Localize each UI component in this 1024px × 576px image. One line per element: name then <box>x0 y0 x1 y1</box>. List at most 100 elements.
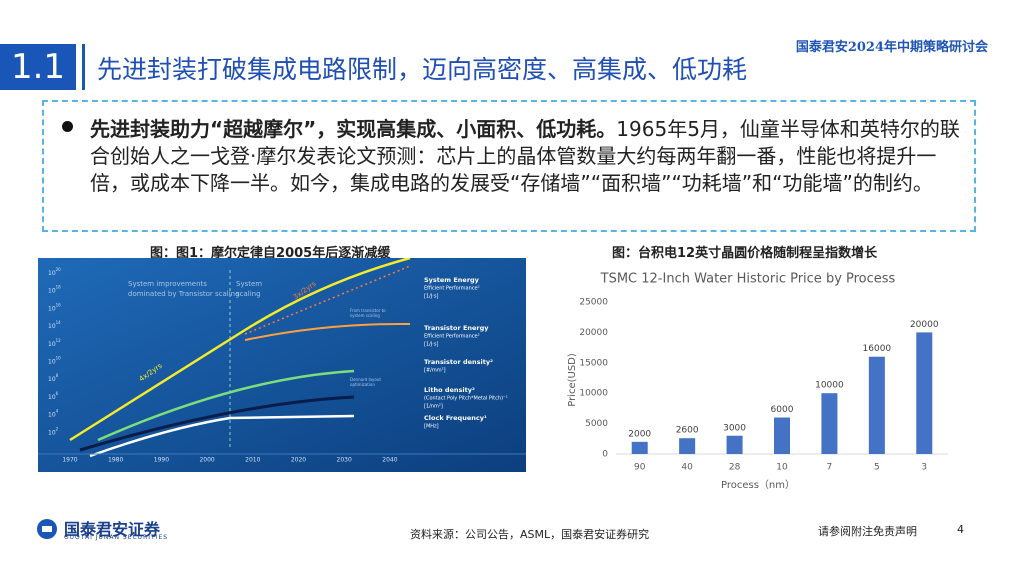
y-tick-label: 20000 <box>579 328 608 338</box>
y-tick-label: 102 <box>48 426 59 436</box>
tick-base: 10 <box>48 411 56 418</box>
annotation: dominated by Transistor scaling <box>128 290 240 298</box>
y-tick-label: 108 <box>48 373 59 383</box>
annotation: System improvements <box>128 280 207 288</box>
x-tick-label: 2040 <box>382 457 397 464</box>
tick-base: 10 <box>48 323 56 330</box>
x-tick-label: 2000 <box>199 457 214 464</box>
legend-text: [1/J·s] <box>424 294 438 300</box>
legend-text: Transistor Energy <box>424 324 489 332</box>
tick-base: 10 <box>48 270 56 277</box>
data-label: 2000 <box>628 429 651 439</box>
annotation: From transistor to <box>350 308 386 313</box>
data-label: 3000 <box>723 423 746 433</box>
tick-base: 10 <box>48 287 56 294</box>
y-tick-label: 25000 <box>579 298 608 308</box>
tick-base: 10 <box>48 358 56 365</box>
page-number: 4 <box>957 523 964 536</box>
legend-text: Efficient Performance² <box>424 286 480 292</box>
y-tick-label: 0 <box>602 450 608 460</box>
x-tick-label: 5 <box>874 463 880 473</box>
bar <box>821 393 838 454</box>
legend-text: [#/mm²] <box>424 368 446 374</box>
legend-text: Transistor density² <box>424 358 493 366</box>
x-tick-label: 2030 <box>337 457 352 464</box>
text-box <box>42 100 976 232</box>
x-tick-label: 3 <box>921 463 927 473</box>
x-tick-label: 1980 <box>108 457 123 464</box>
annotation: optimization <box>350 382 375 387</box>
legend-text: [1/nm²] <box>424 404 443 410</box>
legend-text: [MHz] <box>424 424 439 430</box>
legend-text: Litho density² <box>424 386 475 394</box>
tick-exp: 10 <box>56 356 62 361</box>
annotation: system scaling <box>350 313 380 318</box>
section-number: 1.1 <box>0 44 76 90</box>
price-chart: TSMC 12-Inch Water Historic Price by Pro… <box>548 262 960 502</box>
right-caption: 图：台积电12英寸晶圆价格随制程呈指数增长 <box>612 246 878 261</box>
y-tick-label: 1010 <box>48 356 61 366</box>
x-tick-label: 40 <box>681 463 693 473</box>
disclaimer: 请参阅附注免责声明 <box>818 525 917 538</box>
left-caption: 图：图1：摩尔定律自2005年后逐渐减缓 <box>150 246 391 261</box>
tick-base: 10 <box>48 393 56 400</box>
x-tick-label: 1970 <box>62 457 77 464</box>
tick-exp: 14 <box>56 320 62 325</box>
tick-base: 10 <box>48 429 56 436</box>
bullet-dot <box>62 121 73 132</box>
legend-text: System Energy <box>424 276 480 284</box>
y-tick-label: 15000 <box>579 358 608 368</box>
density-curve <box>69 258 411 442</box>
y-tick-label: 5000 <box>585 419 608 429</box>
event-title: 国泰君安2024年中期策略研讨会 <box>795 40 988 55</box>
tick-exp: 6 <box>56 391 59 396</box>
tick-base: 10 <box>48 376 56 383</box>
annotation: System <box>236 280 262 288</box>
y-tick-label: 104 <box>48 409 59 419</box>
bar <box>868 356 885 454</box>
data-label: 10000 <box>815 381 844 391</box>
x-axis-label: Process（nm） <box>721 479 795 491</box>
y-tick-label: 1012 <box>48 338 61 348</box>
data-label: 16000 <box>863 344 892 354</box>
annotation: scaling <box>236 290 261 298</box>
data-label: 2600 <box>676 426 699 436</box>
transistor-ee-curve <box>244 322 411 341</box>
divider <box>82 44 85 90</box>
tick-base: 10 <box>48 340 56 347</box>
legend-text: (Contact Poly Pitch*Metal Pitch)⁻¹ <box>424 396 508 402</box>
slide-title: 先进封装打破集成电路限制，迈向高密度、高集成、低功耗 <box>97 55 748 84</box>
transistor-curve <box>79 395 355 452</box>
annotation: Dennard layout <box>350 377 381 382</box>
tick-exp: 8 <box>56 373 59 378</box>
litho-curve <box>97 369 355 442</box>
bullet-bold: 先进封装助力“超越摩尔”，实现高集成、小面积、低功耗。 <box>90 117 617 141</box>
tick-exp: 18 <box>56 285 62 290</box>
moore-figure: 1020101810161014101210101081061041021970… <box>38 258 526 472</box>
tick-exp: 16 <box>56 302 62 307</box>
x-tick-label: 90 <box>634 463 646 473</box>
tick-exp: 2 <box>56 426 59 431</box>
y-tick-label: 10000 <box>579 389 608 399</box>
bullet-body: 1965年5月，仙童半导体和英特尔的联合创始人之一戈登·摩尔发表论文预测：芯片上… <box>90 117 960 195</box>
legend-text: [1/J·s] <box>424 342 438 348</box>
tick-exp: 12 <box>56 338 62 343</box>
bullet-text: 先进封装助力“超越摩尔”，实现高集成、小面积、低功耗。1965年5月，仙童半导体… <box>90 116 970 197</box>
legend-text: Clock Frequency¹ <box>424 414 487 422</box>
logo-text-en: GUOTAI JUNAN SECURITIES <box>64 534 169 541</box>
bar <box>679 438 696 454</box>
bar <box>916 332 933 454</box>
x-tick-label: 7 <box>827 463 833 473</box>
chart-title: TSMC 12-Inch Water Historic Price by Pro… <box>600 272 896 287</box>
y-tick-label: 106 <box>48 391 59 401</box>
y-tick-label: 1018 <box>48 285 61 295</box>
y-tick-label: 1020 <box>48 267 61 277</box>
chart-background <box>548 262 960 502</box>
figure-background <box>38 258 526 472</box>
x-tick-label: 28 <box>729 463 741 473</box>
source-note: 资料来源：公司公告，ASML，国泰君安证券研究 <box>410 528 650 541</box>
bar <box>631 441 648 454</box>
x-tick-label: 2020 <box>291 457 306 464</box>
y-axis-label: Price(USD) <box>567 353 578 407</box>
